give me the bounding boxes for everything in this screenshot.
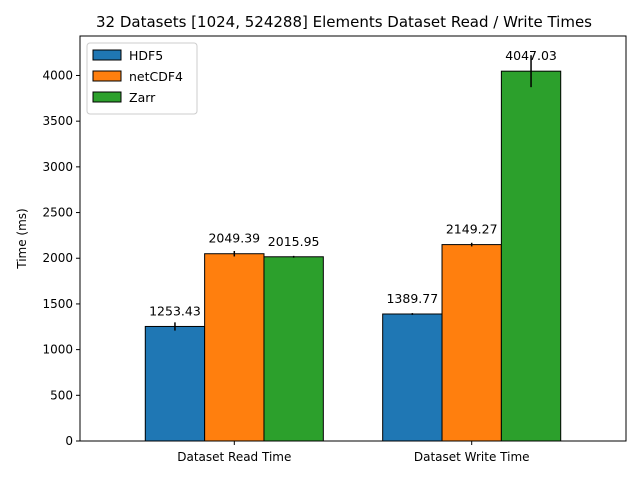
x-tick-label: Dataset Read Time xyxy=(177,450,291,464)
y-tick-label: 1000 xyxy=(42,343,73,357)
y-tick-label: 3500 xyxy=(42,114,73,128)
y-tick-label: 2500 xyxy=(42,206,73,220)
chart-title: 32 Datasets [1024, 524288] Elements Data… xyxy=(96,13,592,31)
y-axis: 0 500 1000 1500 2000 2500 3000 3500 4000 xyxy=(42,68,80,448)
legend: HDF5 netCDF4 Zarr xyxy=(86,42,198,115)
legend-label-zarr: Zarr xyxy=(129,90,156,105)
bar-value-label: 2049.39 xyxy=(208,231,260,246)
y-tick-label: 4000 xyxy=(42,68,73,82)
bar-zarr-0 xyxy=(263,256,324,442)
plot-frame xyxy=(79,35,627,442)
bar-value-label: 1253.43 xyxy=(149,303,201,318)
y-tick-label: 0 xyxy=(65,434,73,448)
legend-swatch-zarr xyxy=(92,91,122,103)
x-axis: Dataset Read Time Dataset Write Time xyxy=(177,441,530,464)
bar-zarr-1 xyxy=(500,70,562,442)
legend-label-hdf5: HDF5 xyxy=(129,48,163,63)
bar-value-label: 1389.77 xyxy=(386,291,438,306)
y-tick-label: 2000 xyxy=(42,251,73,265)
error-bars xyxy=(174,55,532,331)
y-axis-label: Time (ms) xyxy=(15,208,29,270)
bars xyxy=(144,70,562,442)
x-tick-label: Dataset Write Time xyxy=(414,450,530,464)
bar-hdf5-0 xyxy=(144,325,206,442)
bar-value-label: 4047.03 xyxy=(505,48,557,63)
y-tick-label: 3000 xyxy=(42,160,73,174)
bar-labels: 1253.43 2049.39 2015.95 1389.77 2149.27 4047.… xyxy=(149,48,557,318)
bar-value-label: 2015.95 xyxy=(268,234,320,249)
bar-value-label: 2149.27 xyxy=(446,222,498,237)
y-tick-label: 1500 xyxy=(42,297,73,311)
legend-swatch-netcdf4 xyxy=(92,70,122,82)
bar-netcdf4-0 xyxy=(204,253,265,442)
bar-hdf5-1 xyxy=(382,313,443,442)
legend-label-netcdf4: netCDF4 xyxy=(129,69,183,84)
y-tick-label: 500 xyxy=(50,388,73,402)
legend-swatch-hdf5 xyxy=(92,49,122,61)
bar-netcdf4-1 xyxy=(441,244,502,442)
